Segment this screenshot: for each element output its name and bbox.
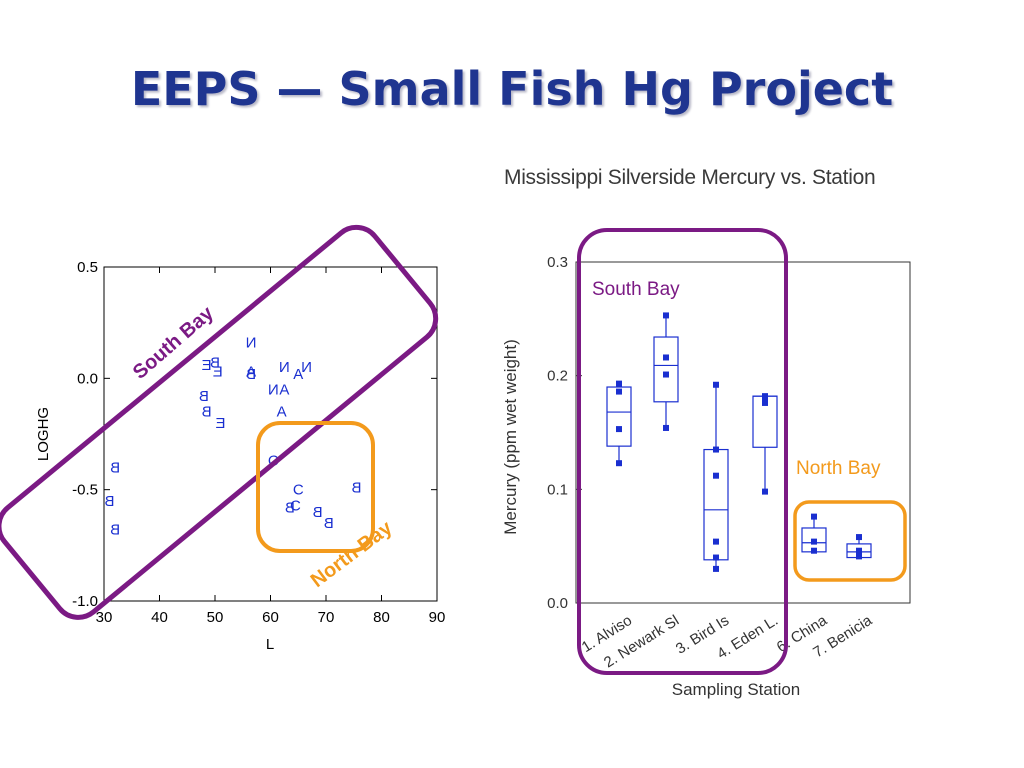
boxplot-x-axis-label: Sampling Station xyxy=(672,680,801,699)
box-data-point xyxy=(663,371,669,378)
box-data-point xyxy=(811,547,817,554)
scatter-south-bay-outline xyxy=(0,224,439,620)
scatter-x-tick-label: 70 xyxy=(318,609,335,626)
scatter-point: A xyxy=(293,366,303,383)
scatter-point: N xyxy=(268,381,279,398)
box-data-point xyxy=(811,538,817,545)
scatter-point: B xyxy=(105,493,115,510)
boxplot-north-bay-outline xyxy=(793,500,907,582)
box-data-point xyxy=(616,460,622,467)
box-data-point xyxy=(663,354,669,361)
box-data-point xyxy=(856,553,862,560)
scatter-y-tick-label: -0.5 xyxy=(72,482,98,499)
scatter-north-bay-outline xyxy=(256,421,375,553)
scatter-point: B xyxy=(324,515,334,532)
boxplot-y-tick-label: 0.3 xyxy=(547,254,568,271)
scatter-point: B xyxy=(202,404,212,421)
scatter-point: B xyxy=(246,366,256,383)
boxplot-boxes xyxy=(606,312,872,572)
scatter-point: B xyxy=(210,355,220,372)
boxplot-frame xyxy=(575,261,911,604)
boxplot-title: Mississippi Silverside Mercury vs. Stati… xyxy=(504,166,876,189)
scatter-y-axis-label: LOGHG xyxy=(35,407,52,461)
box-data-point xyxy=(713,446,719,453)
scatter-point: A xyxy=(277,404,287,421)
box-data-point xyxy=(616,380,622,387)
scatter-point: B xyxy=(352,479,362,496)
boxplot-y-tick-label: 0.1 xyxy=(547,481,568,498)
scatter-point: E xyxy=(216,415,226,432)
scatter-point: B xyxy=(313,504,323,521)
scatter-ticks: 30 40 50 60 70 80 90 0.5 0.0 -0.5 -1.0 xyxy=(72,259,445,626)
scatter-north-bay-label: North Bay xyxy=(307,516,397,592)
scatter-x-tick-label: 60 xyxy=(262,609,279,626)
scatter-point: B xyxy=(199,388,209,405)
scatter-point: E xyxy=(202,357,212,374)
box-data-point xyxy=(811,513,817,520)
scatter-point: N xyxy=(301,359,312,376)
boxplot-y-tick-label: 0.2 xyxy=(547,368,568,385)
scatter-point: C xyxy=(293,482,304,499)
slide-title: EEPS — Small Fish Hg Project xyxy=(130,62,894,116)
boxplot-south-bay-label: South Bay xyxy=(592,279,680,300)
scatter-x-axis-label: L xyxy=(266,636,274,653)
box-data-point xyxy=(713,565,719,572)
scatter-point: N xyxy=(279,359,290,376)
box-data-point xyxy=(663,424,669,431)
boxplot-south-bay-outline xyxy=(577,228,788,675)
scatter-point: A xyxy=(279,381,289,398)
box-data-point xyxy=(856,547,862,554)
scatter-y-tick-label: 0.5 xyxy=(77,259,98,276)
boxplot-y-axis-label: Mercury (ppm wet weight) xyxy=(501,339,520,535)
scatter-point: N xyxy=(246,335,257,352)
scatter-point: B xyxy=(285,499,295,516)
scatter-x-tick-label: 90 xyxy=(429,609,446,626)
box-body xyxy=(606,386,632,447)
box-body xyxy=(653,336,679,403)
box-data-point xyxy=(663,312,669,319)
scatter-y-tick-label: -1.0 xyxy=(72,593,98,610)
boxplot-north-bay-label: North Bay xyxy=(796,458,881,479)
box-data-point xyxy=(616,426,622,433)
scatter-x-tick-label: 40 xyxy=(151,609,168,626)
scatter-point: E xyxy=(213,364,223,381)
scatter-y-tick-label: 0.0 xyxy=(77,370,98,387)
box-data-point xyxy=(616,388,622,395)
scatter-point: A xyxy=(246,364,256,381)
box-data-point xyxy=(713,381,719,388)
scatter-x-tick-label: 50 xyxy=(207,609,224,626)
box-data-point xyxy=(762,393,768,400)
scatter-point: C xyxy=(290,497,301,514)
box-data-point xyxy=(762,399,768,406)
box-data-point xyxy=(762,488,768,495)
scatter-x-tick-label: 30 xyxy=(96,609,113,626)
boxplot-y-tick-label: 0.0 xyxy=(547,595,568,612)
box-data-point xyxy=(713,554,719,561)
box-data-point xyxy=(856,534,862,541)
box-data-point xyxy=(713,538,719,545)
scatter-x-tick-label: 80 xyxy=(373,609,390,626)
boxplot-ticks: 0.3 0.2 0.1 0.0 xyxy=(547,254,582,612)
box-data-point xyxy=(713,472,719,479)
scatter-point: B xyxy=(110,459,120,476)
scatter-point: B xyxy=(110,522,120,539)
